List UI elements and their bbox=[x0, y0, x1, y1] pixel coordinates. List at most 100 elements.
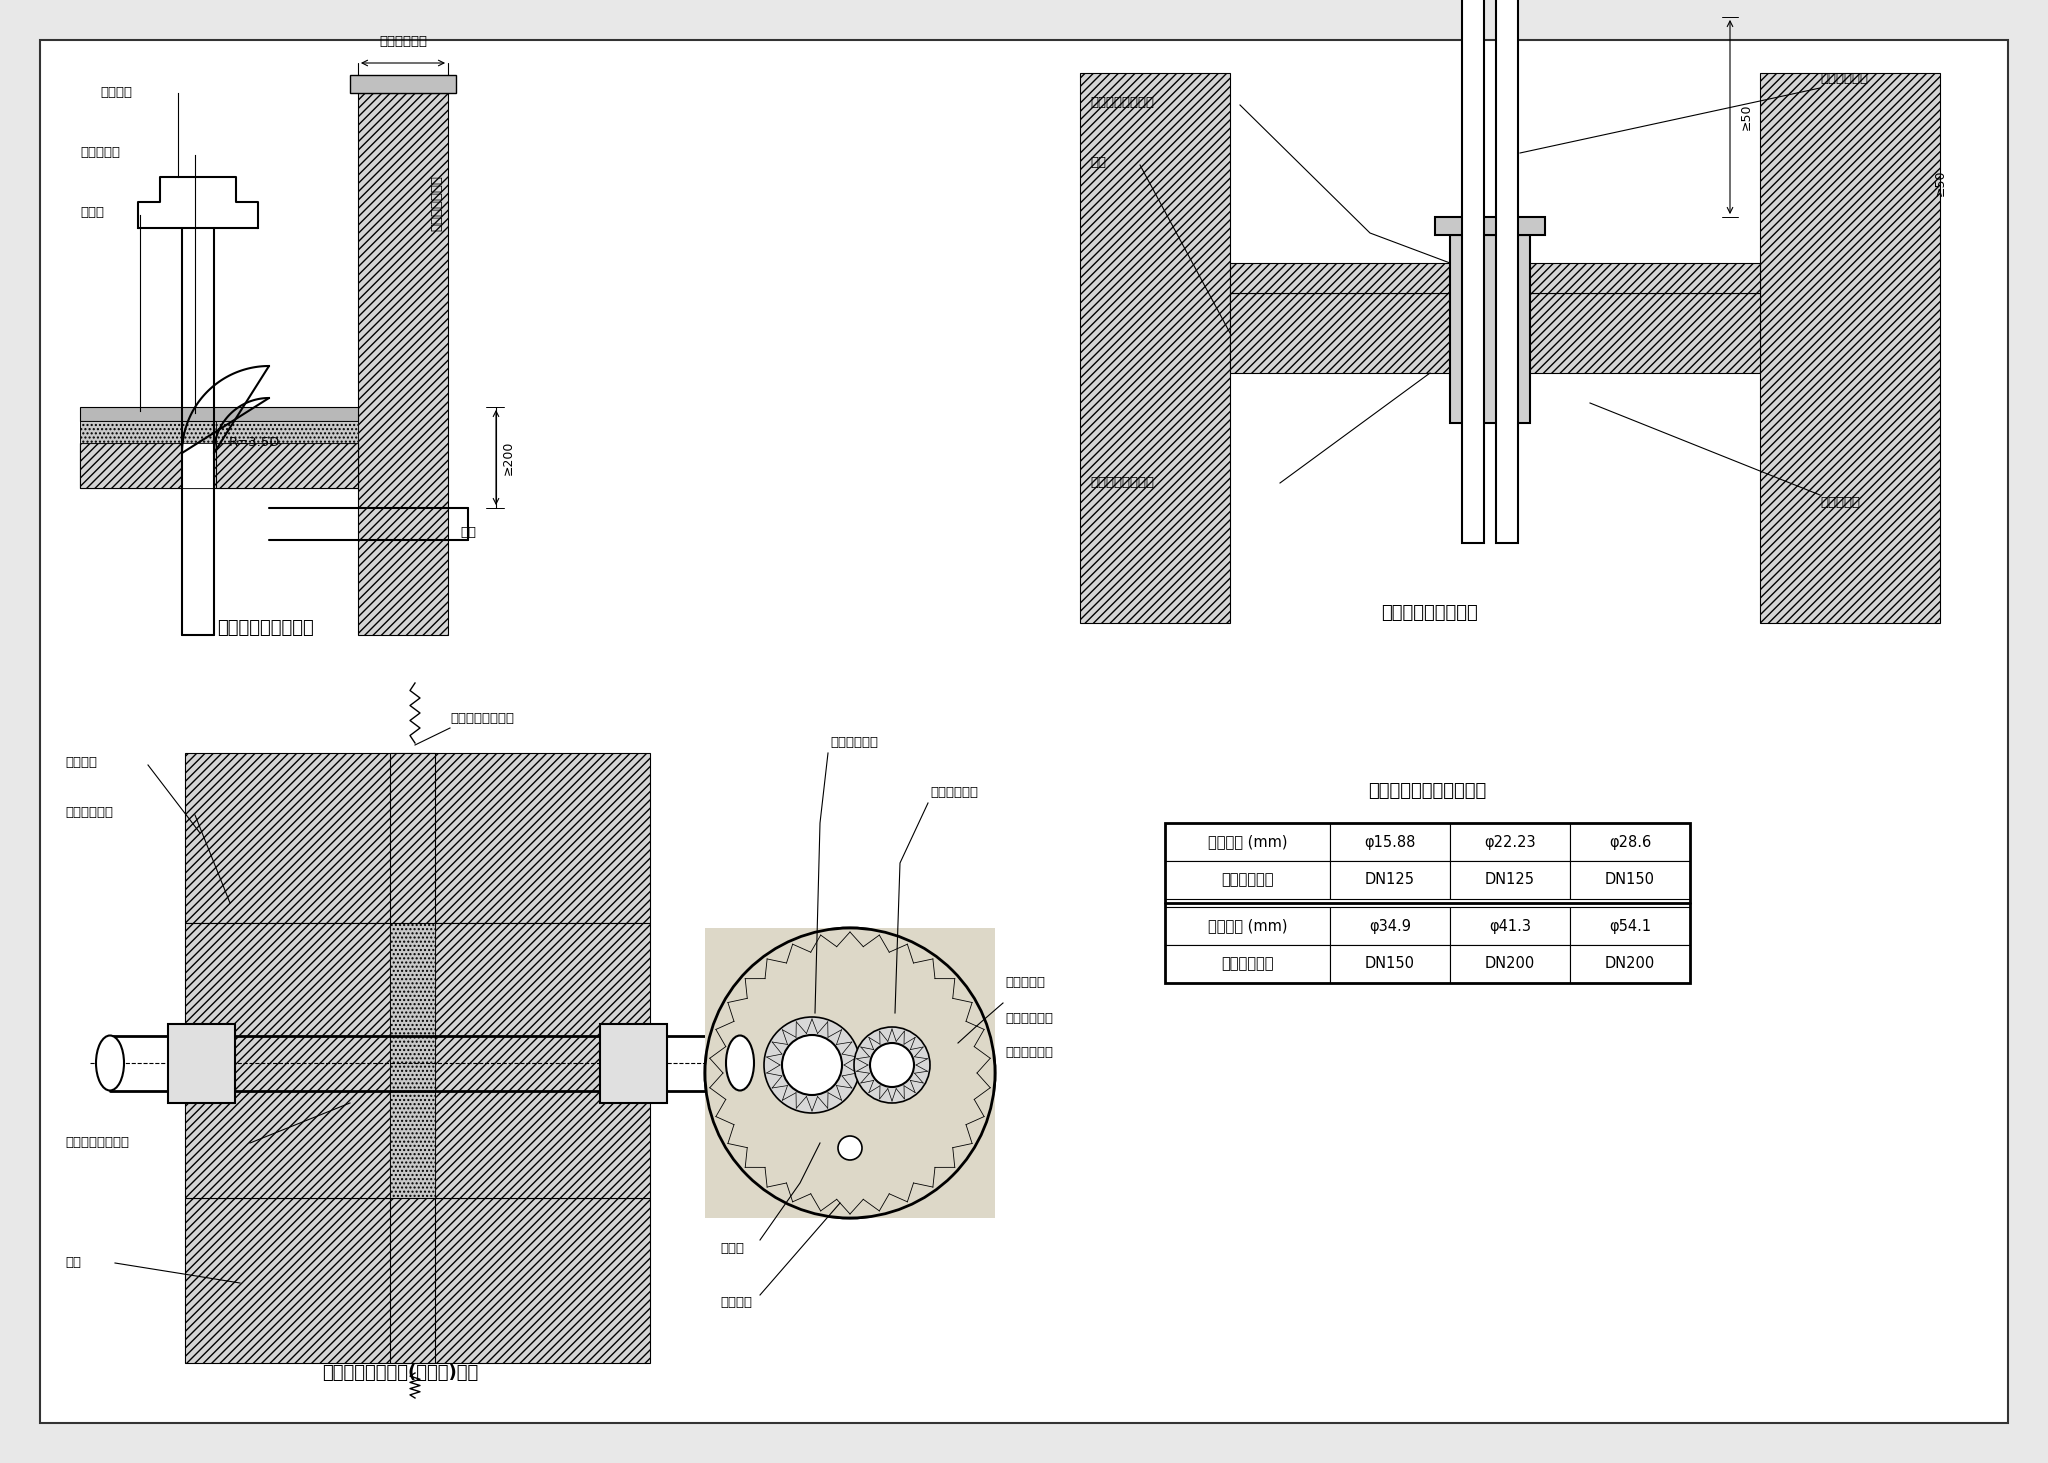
Bar bbox=[1329, 945, 1450, 983]
Text: 制冷剂管穿防火墙(伸缩缝)做法: 制冷剂管穿防火墙(伸缩缝)做法 bbox=[322, 1364, 477, 1383]
Text: 穿墙套管: 穿墙套管 bbox=[721, 1296, 752, 1309]
Bar bbox=[1329, 824, 1450, 862]
Bar bbox=[1165, 824, 1329, 862]
Bar bbox=[184, 1198, 649, 1364]
Text: 穿防火墙并行管: 穿防火墙并行管 bbox=[430, 176, 442, 231]
Circle shape bbox=[870, 1043, 913, 1087]
Bar bbox=[1759, 73, 1939, 623]
Bar bbox=[1165, 824, 1690, 983]
Bar bbox=[184, 753, 649, 923]
Circle shape bbox=[854, 1027, 930, 1103]
Text: 墙体: 墙体 bbox=[66, 1257, 82, 1270]
Text: 制冷剂液侧管: 制冷剂液侧管 bbox=[829, 736, 879, 749]
Text: 并行管穿墙套管公称直径: 并行管穿墙套管公称直径 bbox=[1368, 783, 1487, 800]
Text: DN150: DN150 bbox=[1366, 957, 1415, 971]
Text: DN125: DN125 bbox=[1485, 872, 1536, 888]
Bar bbox=[1571, 907, 1690, 945]
Text: DN200: DN200 bbox=[1606, 957, 1655, 971]
Bar bbox=[80, 443, 182, 489]
Text: 水泥砂浆填实抹平: 水泥砂浆填实抹平 bbox=[451, 711, 514, 724]
Bar bbox=[358, 94, 449, 635]
Bar bbox=[182, 443, 213, 489]
Bar bbox=[80, 407, 358, 421]
Text: DN200: DN200 bbox=[1485, 957, 1536, 971]
Bar bbox=[1231, 263, 1759, 293]
Bar bbox=[168, 1024, 236, 1103]
Bar bbox=[1231, 293, 1759, 373]
Bar bbox=[80, 443, 358, 489]
Bar bbox=[389, 753, 434, 923]
Bar bbox=[215, 421, 358, 443]
Text: 防火封堵材料填充: 防火封堵材料填充 bbox=[1090, 97, 1153, 110]
Bar bbox=[1231, 263, 1759, 293]
Bar bbox=[215, 443, 358, 489]
Bar bbox=[1495, 0, 1518, 543]
Text: 制冷剂管穿楼板做法: 制冷剂管穿楼板做法 bbox=[1382, 604, 1479, 622]
Text: 穿楼板套管: 穿楼板套管 bbox=[1821, 496, 1860, 509]
Bar bbox=[1329, 907, 1450, 945]
Bar bbox=[1165, 945, 1329, 983]
Bar bbox=[1450, 824, 1571, 862]
Bar bbox=[80, 421, 182, 443]
Text: φ54.1: φ54.1 bbox=[1610, 919, 1651, 933]
Text: φ15.88: φ15.88 bbox=[1364, 834, 1415, 850]
Text: 防水及保温: 防水及保温 bbox=[80, 146, 121, 159]
Text: 防水砂浆填实抹平: 防水砂浆填实抹平 bbox=[1090, 477, 1153, 490]
Text: φ34.9: φ34.9 bbox=[1368, 919, 1411, 933]
Text: 屋面板: 屋面板 bbox=[80, 206, 104, 219]
Text: 楼板: 楼板 bbox=[1090, 157, 1106, 170]
Text: 防火材料填充: 防火材料填充 bbox=[1006, 1046, 1053, 1059]
Bar bbox=[705, 928, 995, 1219]
Text: 玻璃纤维棉: 玻璃纤维棉 bbox=[1006, 976, 1044, 989]
Text: 气侧外径 (mm): 气侧外径 (mm) bbox=[1208, 919, 1288, 933]
Text: 制冷剂管穿屋面做法: 制冷剂管穿屋面做法 bbox=[217, 619, 313, 636]
Text: 细钢丝网包扎: 细钢丝网包扎 bbox=[1006, 1011, 1053, 1024]
Text: 套管公称直径: 套管公称直径 bbox=[1221, 957, 1274, 971]
Text: DN125: DN125 bbox=[1366, 872, 1415, 888]
Bar bbox=[350, 75, 457, 94]
Text: 通讯线: 通讯线 bbox=[721, 1242, 743, 1254]
Text: 防雨屋顶: 防雨屋顶 bbox=[100, 86, 131, 99]
Bar bbox=[1462, 0, 1485, 543]
Bar bbox=[1329, 862, 1450, 898]
Text: 制冷剂并行管: 制冷剂并行管 bbox=[1821, 72, 1868, 85]
Bar bbox=[1454, 263, 1526, 373]
Text: φ22.23: φ22.23 bbox=[1485, 834, 1536, 850]
Bar bbox=[184, 923, 389, 1198]
Circle shape bbox=[764, 1017, 860, 1113]
Text: 套管公称直径: 套管公称直径 bbox=[1221, 872, 1274, 888]
Circle shape bbox=[782, 1034, 842, 1094]
Text: R=3.5D: R=3.5D bbox=[227, 436, 281, 449]
Bar bbox=[434, 923, 649, 1198]
Bar bbox=[1571, 945, 1690, 983]
Text: 制冷剂气侧管: 制冷剂气侧管 bbox=[930, 787, 979, 799]
Text: 气侧外径 (mm): 气侧外径 (mm) bbox=[1208, 834, 1288, 850]
Text: φ28.6: φ28.6 bbox=[1610, 834, 1651, 850]
Ellipse shape bbox=[96, 1036, 125, 1090]
Bar bbox=[1450, 862, 1571, 898]
Bar bbox=[1571, 862, 1690, 898]
Text: ≥50: ≥50 bbox=[1933, 170, 1946, 196]
Text: 防火封堵材料填充: 防火封堵材料填充 bbox=[66, 1137, 129, 1150]
Text: ≥200: ≥200 bbox=[502, 440, 514, 474]
Circle shape bbox=[838, 1135, 862, 1160]
Bar bbox=[1165, 862, 1329, 898]
Bar bbox=[1450, 907, 1571, 945]
Bar bbox=[600, 1024, 668, 1103]
Text: φ41.3: φ41.3 bbox=[1489, 919, 1532, 933]
Bar bbox=[80, 421, 358, 443]
Bar bbox=[1450, 236, 1530, 423]
Text: ≥50: ≥50 bbox=[1741, 104, 1753, 130]
Bar bbox=[1079, 73, 1231, 623]
Text: DN150: DN150 bbox=[1606, 872, 1655, 888]
Bar bbox=[389, 923, 434, 1198]
Text: 制冷剂并行管: 制冷剂并行管 bbox=[66, 806, 113, 819]
Bar bbox=[1450, 945, 1571, 983]
Text: 屋面: 屋面 bbox=[461, 527, 475, 540]
Bar bbox=[1571, 824, 1690, 862]
Bar bbox=[1436, 217, 1544, 236]
Circle shape bbox=[705, 928, 995, 1219]
Bar bbox=[1165, 907, 1329, 945]
Ellipse shape bbox=[725, 1036, 754, 1090]
Text: 穿墙套管: 穿墙套管 bbox=[66, 756, 96, 770]
